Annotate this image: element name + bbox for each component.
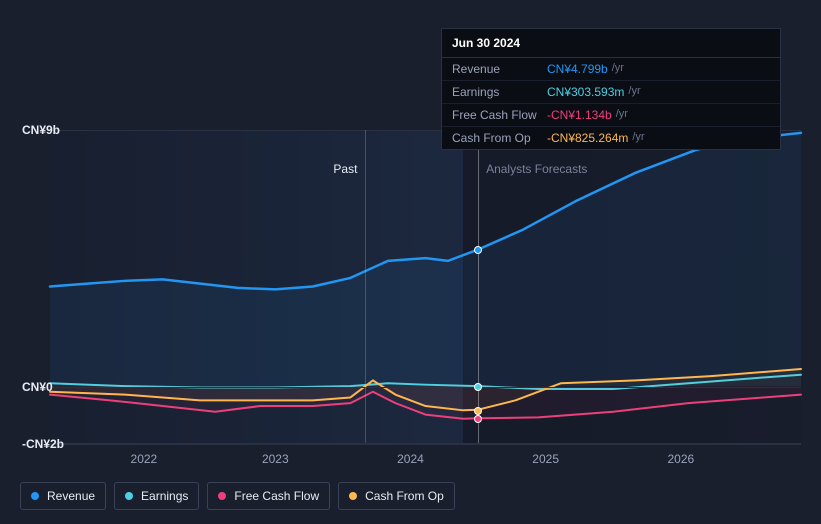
x-axis-label: 2026 xyxy=(667,452,694,466)
y-axis-label: -CN¥2b xyxy=(22,437,64,451)
tooltip-unit: /yr xyxy=(628,85,640,99)
x-axis-label: 2023 xyxy=(262,452,289,466)
x-axis-label: 2024 xyxy=(397,452,424,466)
legend-dot-icon xyxy=(31,492,39,500)
chart-legend: Revenue Earnings Free Cash Flow Cash From O… xyxy=(20,482,455,510)
tooltip-cursor-line xyxy=(478,130,479,443)
tooltip-value: CN¥303.593m xyxy=(547,85,624,99)
legend-dot-icon xyxy=(218,492,226,500)
series-fill xyxy=(50,133,801,386)
past-section-label: Past xyxy=(333,162,357,176)
tooltip-unit: /yr xyxy=(632,131,644,145)
gridline xyxy=(50,387,801,388)
legend-label: Cash From Op xyxy=(365,489,444,503)
tooltip-row: RevenueCN¥4.799b/yr xyxy=(442,58,780,81)
hover-tooltip: Jun 30 2024 RevenueCN¥4.799b/yrEarningsC… xyxy=(441,28,781,150)
data-marker xyxy=(474,415,482,423)
legend-item[interactable]: Cash From Op xyxy=(338,482,455,510)
data-marker xyxy=(474,407,482,415)
tooltip-key: Revenue xyxy=(452,62,547,76)
chart-lines xyxy=(50,130,801,443)
tooltip-value: -CN¥825.264m xyxy=(547,131,628,145)
y-axis-label: CN¥0 xyxy=(22,380,53,394)
legend-item[interactable]: Revenue xyxy=(20,482,106,510)
data-marker xyxy=(474,383,482,391)
y-axis-label: CN¥9b xyxy=(22,123,60,137)
tooltip-date: Jun 30 2024 xyxy=(442,29,780,58)
gridline xyxy=(50,444,801,445)
legend-item[interactable]: Earnings xyxy=(114,482,199,510)
x-axis-label: 2025 xyxy=(532,452,559,466)
x-axis-label: 2022 xyxy=(131,452,158,466)
tooltip-row: EarningsCN¥303.593m/yr xyxy=(442,81,780,104)
plot-area[interactable] xyxy=(50,130,801,444)
legend-label: Revenue xyxy=(47,489,95,503)
tooltip-value: -CN¥1.134b xyxy=(547,108,612,122)
legend-label: Free Cash Flow xyxy=(234,489,319,503)
tooltip-key: Cash From Op xyxy=(452,131,547,145)
legend-dot-icon xyxy=(125,492,133,500)
financial-chart: Jun 30 2024 RevenueCN¥4.799b/yrEarningsC… xyxy=(20,10,801,474)
tooltip-unit: /yr xyxy=(616,108,628,122)
tooltip-key: Earnings xyxy=(452,85,547,99)
tooltip-row: Cash From Op-CN¥825.264m/yr xyxy=(442,127,780,149)
past-forecast-divider xyxy=(365,130,366,443)
forecast-section-label: Analysts Forecasts xyxy=(486,162,587,176)
tooltip-unit: /yr xyxy=(612,62,624,76)
tooltip-value: CN¥4.799b xyxy=(547,62,608,76)
data-marker xyxy=(474,246,482,254)
legend-dot-icon xyxy=(349,492,357,500)
tooltip-row: Free Cash Flow-CN¥1.134b/yr xyxy=(442,104,780,127)
legend-item[interactable]: Free Cash Flow xyxy=(207,482,330,510)
legend-label: Earnings xyxy=(141,489,188,503)
tooltip-key: Free Cash Flow xyxy=(452,108,547,122)
